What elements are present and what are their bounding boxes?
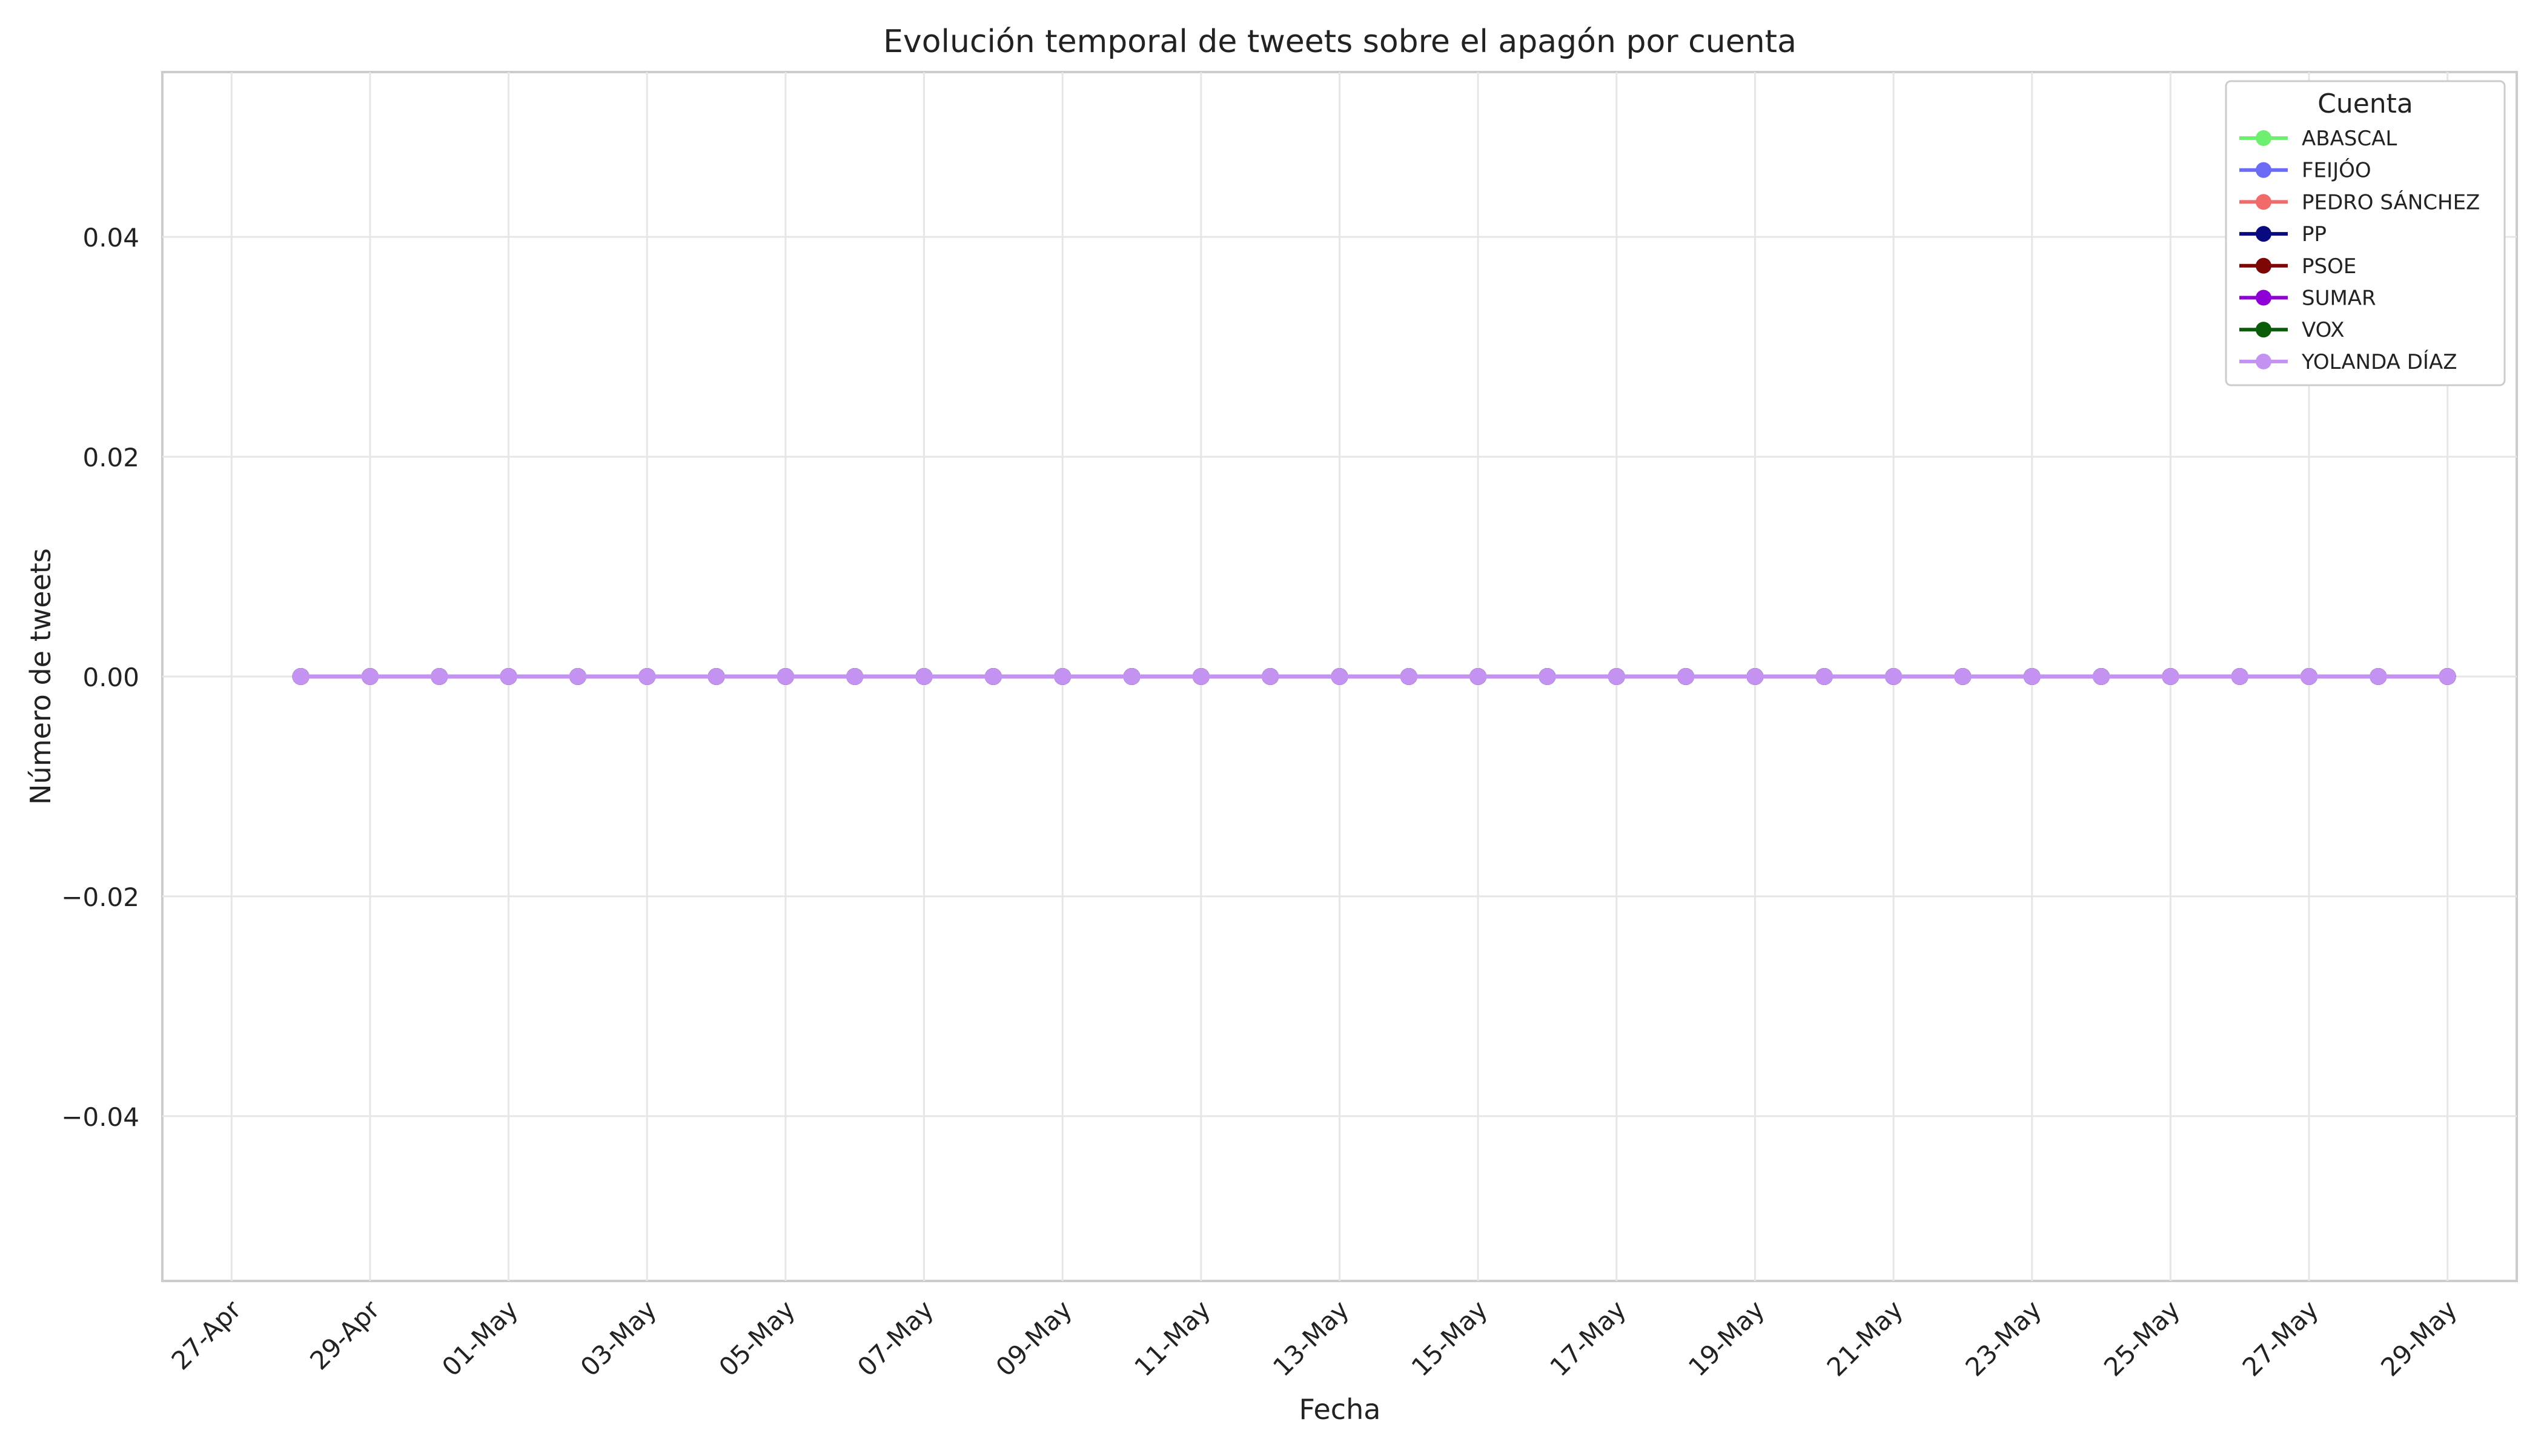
legend-entry: YOLANDA DÍAZ [2239, 349, 2457, 374]
legend-label: FEIJÓO [2302, 158, 2371, 183]
y-tick-label: 0.02 [82, 443, 139, 472]
data-point [2162, 668, 2179, 685]
data-point [569, 668, 586, 685]
legend-label: PEDRO SÁNCHEZ [2302, 190, 2480, 214]
series-yolanda-d-az [292, 668, 2456, 685]
data-point [1054, 668, 1072, 685]
data-point [1954, 668, 1972, 685]
legend-label: ABASCAL [2302, 127, 2397, 151]
data-point [1262, 668, 1279, 685]
legend: Cuenta ABASCAL FEIJÓO PEDRO SÁNCHEZ PP PSOE S… [2225, 80, 2506, 386]
series-lines [292, 668, 2456, 685]
x-axis-label: Fecha [1299, 1393, 1381, 1426]
y-tick-label: 0.00 [82, 663, 139, 692]
y-tick-label: 0.04 [82, 223, 139, 253]
legend-marker [2256, 322, 2271, 338]
data-point [1608, 668, 1625, 685]
y-axis-label: Número de tweets [24, 548, 57, 805]
legend-entries: ABASCAL FEIJÓO PEDRO SÁNCHEZ PP PSOE SUMAR VOX… [2239, 127, 2480, 374]
legend-entry: ABASCAL [2239, 127, 2397, 151]
data-point [361, 668, 379, 685]
legend-label: VOX [2302, 318, 2345, 342]
legend-title: Cuenta [2317, 88, 2413, 119]
legend-label: SUMAR [2302, 286, 2376, 311]
data-point [2370, 668, 2387, 685]
data-point [1331, 668, 1348, 685]
chart-title: Evolución temporal de tweets sobre el ap… [883, 24, 1797, 60]
data-point [638, 668, 656, 685]
data-point [2093, 668, 2110, 685]
data-point [777, 668, 794, 685]
data-point [2231, 668, 2248, 685]
data-point [1885, 668, 1903, 685]
legend-entry: VOX [2239, 318, 2345, 342]
data-point [1469, 668, 1487, 685]
legend-marker [2256, 130, 2271, 146]
legend-marker [2256, 290, 2271, 306]
data-point [2301, 668, 2318, 685]
data-point [1123, 668, 1141, 685]
data-point [1400, 668, 1417, 685]
legend-marker [2256, 226, 2271, 242]
legend-marker [2256, 162, 2271, 178]
legend-marker [2256, 353, 2271, 369]
data-point [2023, 668, 2041, 685]
y-tick-label: −0.04 [61, 1102, 139, 1132]
data-point [1539, 668, 1556, 685]
legend-entry: FEIJÓO [2239, 158, 2371, 183]
legend-entry: PP [2239, 222, 2327, 247]
legend-box [2225, 80, 2506, 386]
data-point [915, 668, 933, 685]
data-point [846, 668, 864, 685]
legend-marker [2256, 257, 2271, 274]
data-point [292, 668, 310, 685]
legend-entry: PEDRO SÁNCHEZ [2239, 190, 2480, 214]
data-point [707, 668, 725, 685]
legend-label: PSOE [2302, 254, 2356, 279]
legend-label: PP [2302, 222, 2327, 247]
data-point [2439, 668, 2456, 685]
legend-entry: PSOE [2239, 254, 2356, 279]
data-point [984, 668, 1002, 685]
y-axis-ticks: −0.04 −0.02 0.00 0.02 0.04 [61, 223, 139, 1132]
legend-marker [2256, 194, 2271, 210]
data-point [1677, 668, 1695, 685]
data-point [1815, 668, 1833, 685]
legend-label: YOLANDA DÍAZ [2301, 349, 2457, 374]
legend-entry: SUMAR [2239, 286, 2376, 311]
y-tick-label: −0.02 [61, 882, 139, 912]
data-point [1192, 668, 1210, 685]
data-point [500, 668, 517, 685]
data-point [1746, 668, 1764, 685]
data-point [431, 668, 448, 685]
